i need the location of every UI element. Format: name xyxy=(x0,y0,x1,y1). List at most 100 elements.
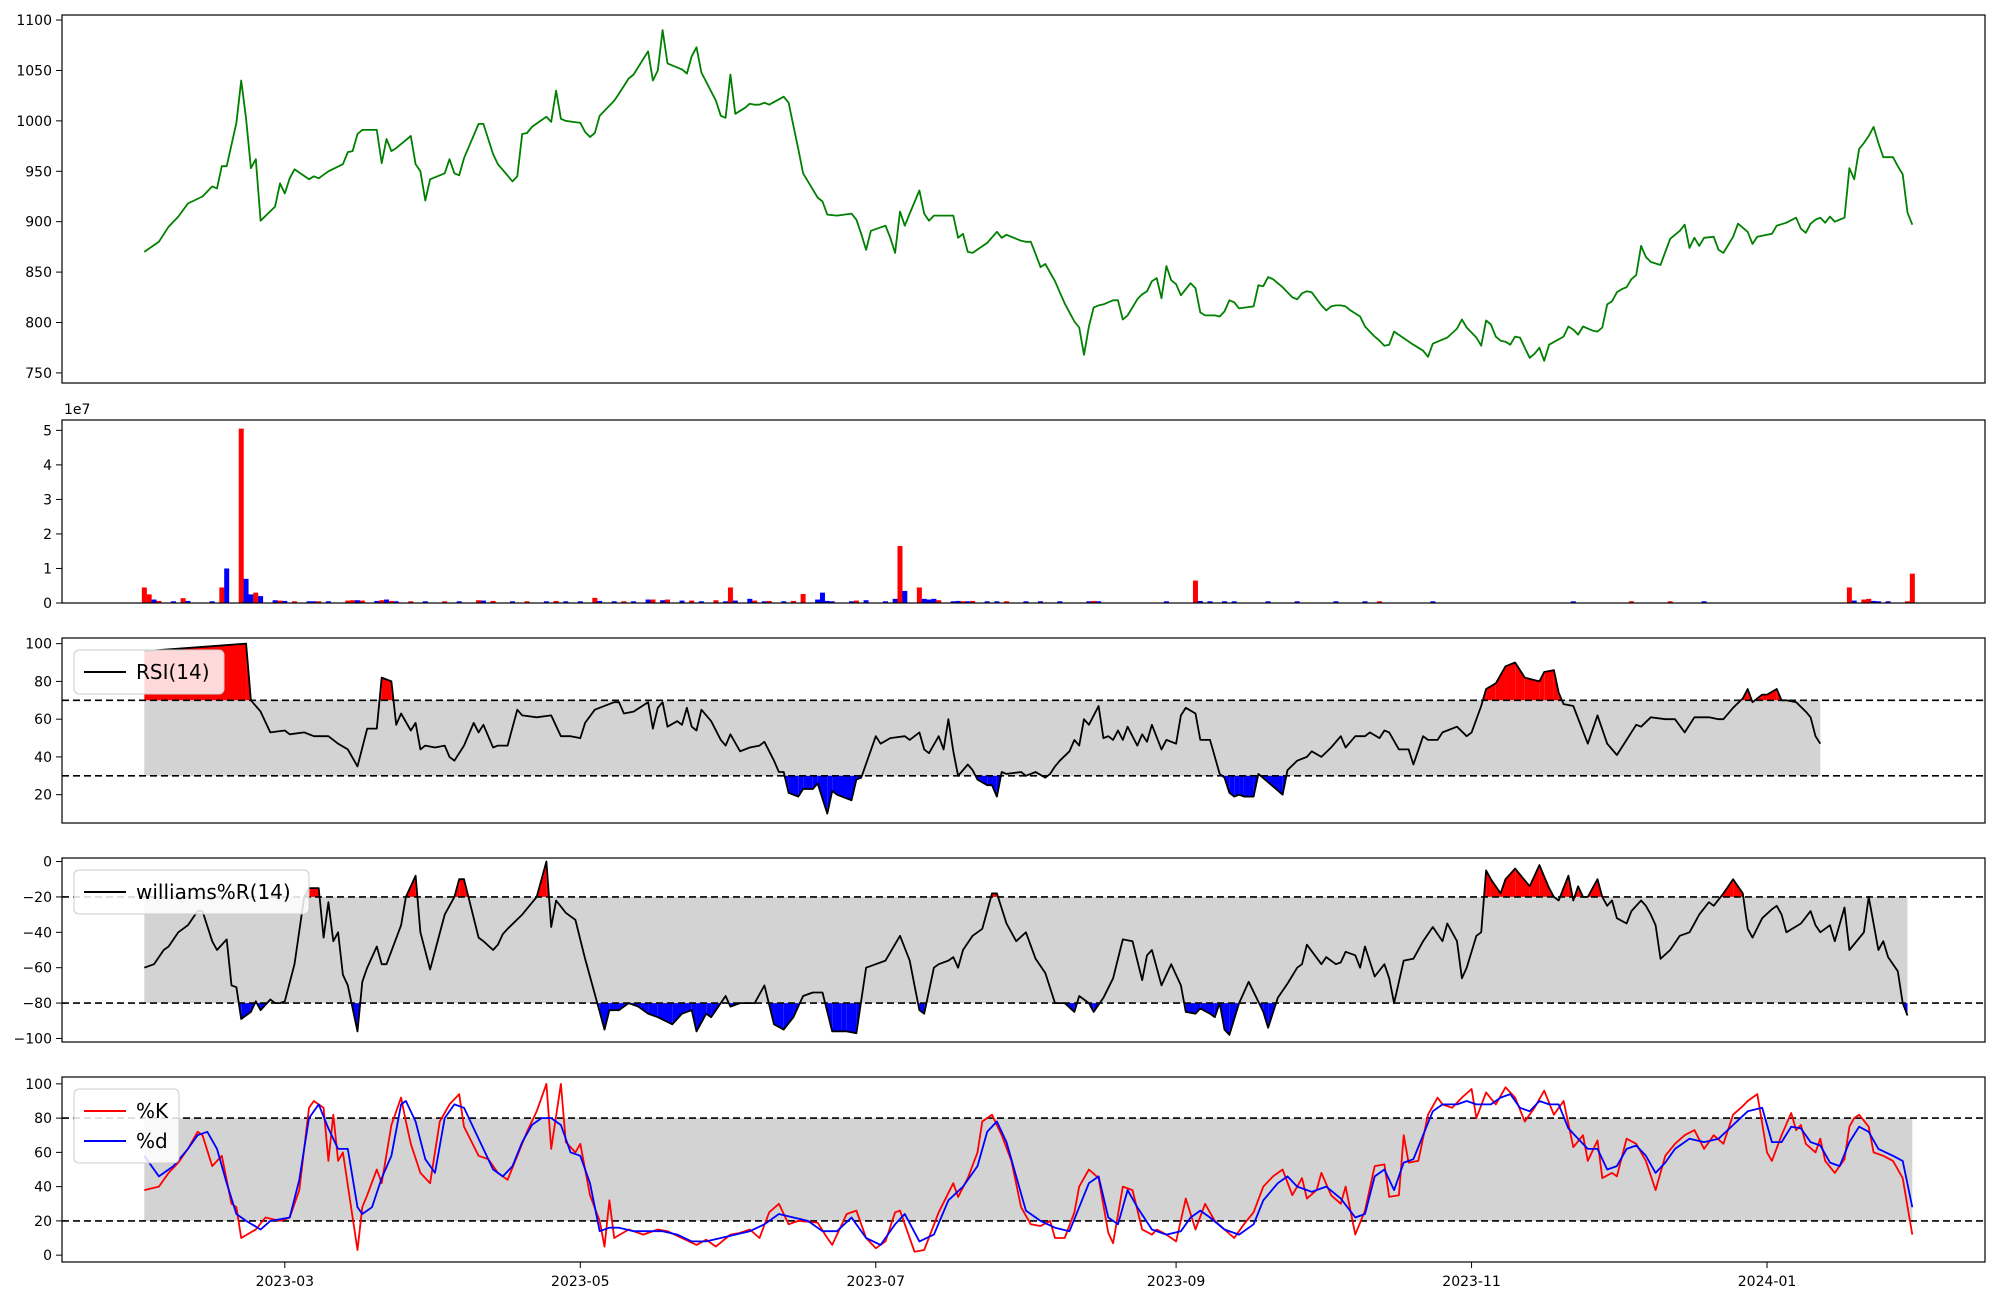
volume-bar xyxy=(926,599,932,603)
volume-bar xyxy=(882,601,888,603)
volume-bar xyxy=(664,599,670,603)
volume-bar xyxy=(766,600,772,603)
volume-bar xyxy=(650,599,656,603)
volume-bar xyxy=(1265,601,1271,603)
price-ytick-label: 900 xyxy=(25,215,52,231)
volume-bar xyxy=(1846,587,1852,603)
volume-bar xyxy=(1885,601,1891,603)
volume-bar xyxy=(931,598,937,603)
volume-bar xyxy=(921,598,927,603)
rsi-overbought-fill xyxy=(1767,688,1777,701)
williams-oversold-fill xyxy=(1200,1003,1210,1014)
volume-ytick-label: 0 xyxy=(43,596,52,612)
stochastic-ytick-label: 100 xyxy=(25,1077,52,1093)
volume-bar xyxy=(354,600,360,603)
rsi-ytick-label: 100 xyxy=(25,637,52,653)
stochastic-legend-label: %K xyxy=(136,1099,169,1123)
volume-bar xyxy=(689,600,695,603)
volume-bar xyxy=(476,600,482,603)
rsi-oversold-fill xyxy=(1243,775,1254,797)
stochastic-neutral-band xyxy=(144,1118,1913,1221)
volume-bar xyxy=(316,601,322,603)
rsi-oversold-fill xyxy=(788,775,799,797)
williams-oversold-fill xyxy=(711,1003,716,1018)
x-axis-tick-label: 2023-07 xyxy=(847,1274,906,1290)
price-ytick-label: 1000 xyxy=(16,114,52,130)
volume-bar xyxy=(1362,601,1368,603)
volume-bar xyxy=(1875,601,1881,603)
volume-bar xyxy=(1628,601,1634,603)
volume-bar xyxy=(790,600,796,603)
rsi-ytick-label: 20 xyxy=(34,788,52,804)
volume-bar xyxy=(1430,601,1436,603)
rsi-oversold-fill xyxy=(987,775,993,786)
price-ytick-label: 750 xyxy=(25,366,52,382)
volume-bar xyxy=(621,601,627,603)
volume-bar xyxy=(660,600,666,603)
volume-bar xyxy=(509,601,515,603)
volume-bar xyxy=(350,600,356,603)
rsi-overbought-fill xyxy=(1515,662,1525,701)
williams-oversold-fill xyxy=(832,1003,842,1032)
volume-bar xyxy=(723,601,729,603)
volume-ytick-label: 4 xyxy=(43,458,52,474)
volume-bar xyxy=(359,600,365,603)
price-ytick-label: 1100 xyxy=(16,13,52,29)
williams-oversold-fill xyxy=(774,1003,784,1030)
stochastic-ytick-label: 40 xyxy=(34,1180,52,1196)
volume-bar xyxy=(253,592,259,603)
rsi-oversold-fill xyxy=(1239,775,1244,797)
rsi-overbought-fill xyxy=(1524,677,1540,701)
volume-bar xyxy=(553,600,559,603)
volume-ytick-label: 3 xyxy=(43,492,52,508)
volume-bar xyxy=(272,600,278,603)
rsi-panel: 20 40 60 80 100 RSI(14) xyxy=(25,637,1986,824)
volume-bar xyxy=(422,601,428,603)
volume-bar xyxy=(156,600,162,603)
volume-bar xyxy=(1023,601,1029,603)
williams-oversold-fill xyxy=(1224,1003,1230,1035)
stochastic-ytick-label: 60 xyxy=(34,1145,52,1161)
volume-bar xyxy=(306,601,312,603)
volume-bar xyxy=(1570,601,1576,603)
volume-bar xyxy=(916,587,922,603)
volume-bar xyxy=(180,598,186,603)
rsi-overbought-fill xyxy=(1495,666,1506,701)
volume-bar xyxy=(936,600,942,603)
volume-bar xyxy=(853,600,859,603)
volume-bar xyxy=(311,601,317,603)
volume-ytick-label: 2 xyxy=(43,527,52,543)
williams-overbought-fill xyxy=(459,879,465,897)
volume-bar xyxy=(902,590,908,603)
williams-oversold-fill xyxy=(609,1003,620,1011)
volume-bar xyxy=(897,546,903,603)
volume-bar xyxy=(563,601,569,603)
williams-plot-frame xyxy=(61,857,1986,1043)
rsi-overbought-fill xyxy=(1762,694,1768,701)
volume-bar xyxy=(592,597,598,603)
volume-bar xyxy=(698,601,704,603)
rsi-overbought-fill xyxy=(1505,662,1516,701)
volume-bar xyxy=(1231,601,1237,603)
volume-bar xyxy=(1057,601,1063,603)
volume-bar xyxy=(141,587,147,603)
volume-bar xyxy=(800,594,806,603)
stochastic-ytick-label: 0 xyxy=(43,1248,52,1264)
volume-bar xyxy=(597,600,603,603)
volume-bar xyxy=(1701,601,1707,603)
volume-panel: 1e7 0 1 2 3 4 5 xyxy=(43,402,1986,612)
williams-ytick-label: −20 xyxy=(22,890,52,906)
rsi-oversold-fill xyxy=(832,775,838,795)
rsi-oversold-fill xyxy=(837,775,852,801)
williams-legend-label: williams%R(14) xyxy=(136,880,291,904)
volume-bar xyxy=(379,600,385,603)
stochastic-legend-label: %d xyxy=(136,1129,168,1153)
volume-plot-frame xyxy=(61,419,1986,604)
volume-bar xyxy=(1861,599,1867,603)
volume-bar xyxy=(219,587,225,603)
volume-ytick-label: 1 xyxy=(43,561,52,577)
volume-multiplier-label: 1e7 xyxy=(64,402,90,418)
volume-bar xyxy=(1197,600,1203,603)
rsi-neutral-band xyxy=(144,700,1821,776)
